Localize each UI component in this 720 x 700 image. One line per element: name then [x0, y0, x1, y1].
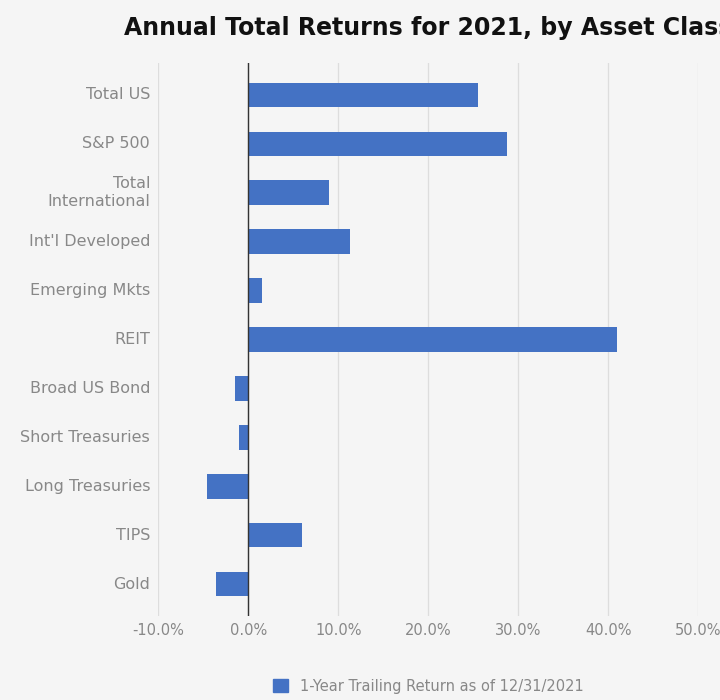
Bar — [248, 181, 330, 205]
Bar — [216, 572, 248, 596]
Bar — [248, 279, 262, 303]
Bar — [207, 474, 248, 498]
Legend: 1-Year Trailing Return as of 12/31/2021: 1-Year Trailing Return as of 12/31/2021 — [268, 673, 589, 700]
Title: Annual Total Returns for 2021, by Asset Class: Annual Total Returns for 2021, by Asset … — [125, 16, 720, 40]
Bar — [248, 523, 302, 547]
Bar — [235, 376, 248, 400]
Bar — [248, 328, 618, 351]
Bar — [240, 425, 248, 449]
Bar — [248, 132, 507, 156]
Bar — [248, 83, 478, 107]
Bar — [248, 230, 350, 254]
